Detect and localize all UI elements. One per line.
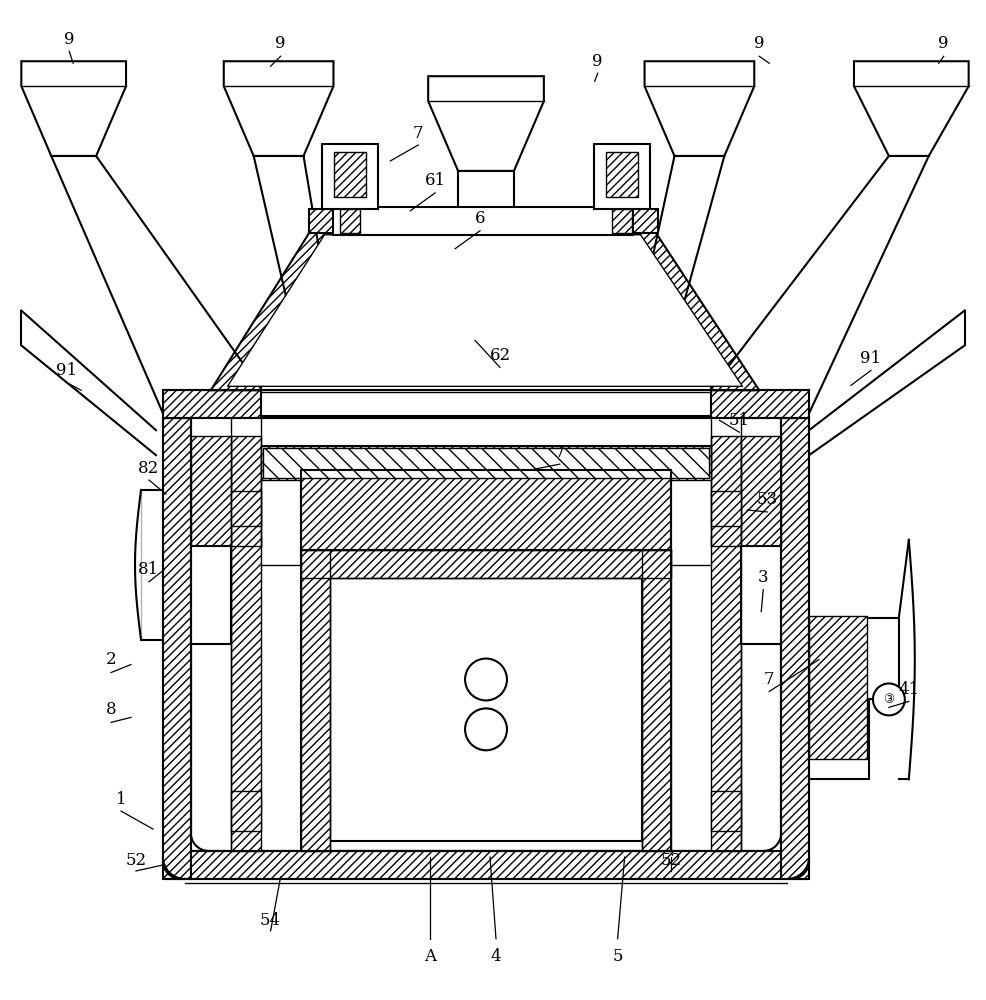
Bar bbox=[322, 144, 379, 209]
Bar bbox=[781, 418, 810, 879]
Bar bbox=[309, 209, 658, 233]
Polygon shape bbox=[810, 618, 899, 779]
Bar bbox=[333, 207, 633, 235]
Text: 82: 82 bbox=[138, 460, 160, 477]
Polygon shape bbox=[428, 76, 544, 171]
Bar bbox=[711, 791, 741, 831]
Text: 9: 9 bbox=[593, 53, 603, 70]
Text: A: A bbox=[424, 948, 436, 965]
Text: 2: 2 bbox=[106, 651, 116, 668]
Text: 9: 9 bbox=[939, 35, 949, 52]
Polygon shape bbox=[22, 61, 126, 156]
Ellipse shape bbox=[465, 708, 507, 750]
Bar bbox=[231, 436, 260, 546]
Bar bbox=[642, 550, 671, 851]
Text: 9: 9 bbox=[275, 35, 286, 52]
Text: 62: 62 bbox=[489, 347, 511, 364]
Text: 6: 6 bbox=[475, 210, 485, 227]
Bar bbox=[711, 536, 741, 851]
Text: 1: 1 bbox=[115, 791, 126, 808]
Bar bbox=[741, 546, 781, 644]
Bar bbox=[191, 436, 231, 546]
Text: 5: 5 bbox=[612, 948, 623, 965]
Bar bbox=[231, 536, 260, 851]
Text: 7: 7 bbox=[554, 444, 565, 461]
Bar bbox=[301, 470, 671, 550]
Polygon shape bbox=[228, 235, 742, 386]
Text: 81: 81 bbox=[138, 561, 160, 578]
Text: 91: 91 bbox=[861, 350, 881, 367]
Ellipse shape bbox=[465, 659, 507, 700]
Text: 91: 91 bbox=[55, 362, 77, 379]
Text: 53: 53 bbox=[756, 491, 778, 508]
Text: ③: ③ bbox=[883, 693, 894, 706]
Polygon shape bbox=[224, 61, 333, 156]
Text: 9: 9 bbox=[64, 31, 75, 48]
Bar bbox=[163, 390, 810, 418]
Polygon shape bbox=[262, 448, 709, 478]
Polygon shape bbox=[260, 446, 711, 480]
Bar bbox=[191, 546, 231, 644]
Text: 3: 3 bbox=[758, 569, 768, 586]
Polygon shape bbox=[211, 231, 759, 390]
Bar bbox=[741, 436, 781, 546]
Polygon shape bbox=[854, 61, 968, 156]
Bar bbox=[605, 152, 638, 197]
Bar bbox=[260, 384, 711, 416]
Bar bbox=[334, 152, 367, 197]
Text: 61: 61 bbox=[425, 172, 446, 189]
Text: 52: 52 bbox=[661, 852, 682, 869]
Bar bbox=[163, 418, 191, 879]
Bar bbox=[330, 578, 642, 841]
Text: 7: 7 bbox=[413, 125, 424, 142]
Text: 8: 8 bbox=[106, 701, 116, 718]
Bar bbox=[301, 550, 671, 578]
Bar bbox=[711, 491, 741, 526]
Text: 4: 4 bbox=[491, 948, 501, 965]
Bar bbox=[191, 851, 781, 879]
Bar bbox=[810, 616, 867, 759]
Text: 51: 51 bbox=[729, 412, 750, 429]
Ellipse shape bbox=[873, 683, 905, 715]
Bar bbox=[301, 550, 330, 851]
Text: 52: 52 bbox=[125, 852, 147, 869]
Bar bbox=[191, 446, 781, 851]
Text: 7: 7 bbox=[764, 671, 775, 688]
Bar bbox=[231, 491, 260, 526]
Text: 54: 54 bbox=[260, 912, 281, 929]
Bar bbox=[231, 791, 260, 831]
Text: 41: 41 bbox=[898, 681, 920, 698]
Bar bbox=[340, 209, 360, 233]
Bar bbox=[594, 144, 650, 209]
Text: 9: 9 bbox=[754, 35, 764, 52]
Bar bbox=[611, 209, 632, 233]
Bar bbox=[711, 436, 741, 546]
Polygon shape bbox=[645, 61, 754, 156]
